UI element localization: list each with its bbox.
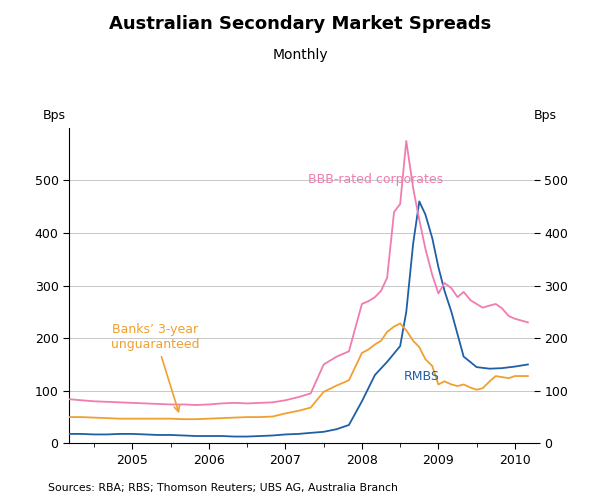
Text: Monthly: Monthly xyxy=(272,48,328,62)
Text: BBB-rated corporates: BBB-rated corporates xyxy=(308,173,443,186)
Text: Bps: Bps xyxy=(43,109,66,122)
Text: Bps: Bps xyxy=(534,109,557,122)
Text: Banks’ 3-year
unguaranteed: Banks’ 3-year unguaranteed xyxy=(111,323,200,412)
Text: RMBS: RMBS xyxy=(404,370,440,383)
Text: Sources: RBA; RBS; Thomson Reuters; UBS AG, Australia Branch: Sources: RBA; RBS; Thomson Reuters; UBS … xyxy=(48,483,398,493)
Text: Australian Secondary Market Spreads: Australian Secondary Market Spreads xyxy=(109,15,491,33)
